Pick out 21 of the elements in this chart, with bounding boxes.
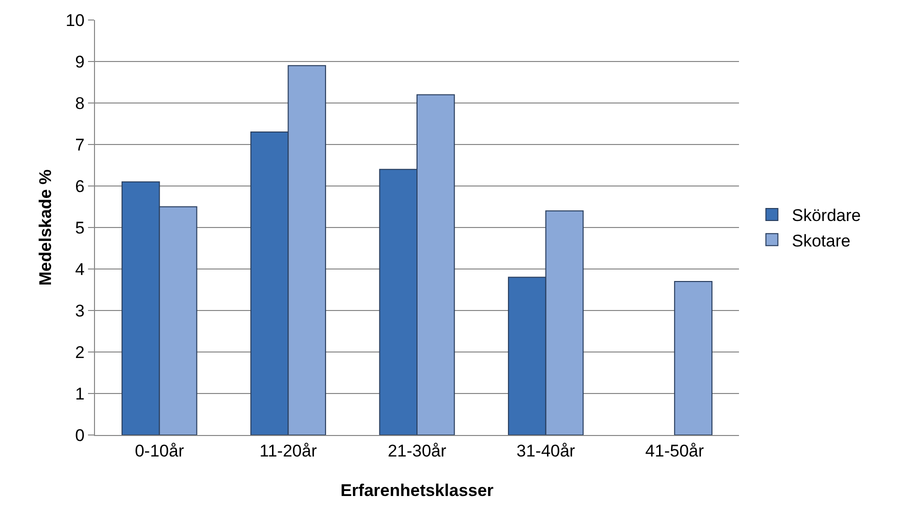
x-tick-label: 41-50år xyxy=(645,441,704,460)
y-tick-label: 5 xyxy=(75,218,85,238)
y-tick-label: 4 xyxy=(75,260,85,279)
x-tick-label: 21-30år xyxy=(388,441,447,460)
y-tick-label: 9 xyxy=(75,52,85,72)
x-tick-label: 31-40år xyxy=(516,441,576,460)
x-tick-label: 0-10år xyxy=(134,441,184,460)
y-tick-label: 7 xyxy=(75,135,85,154)
y-tick-label: 2 xyxy=(75,342,85,362)
y-tick-label: 1 xyxy=(75,384,85,404)
x-axis-title: Erfarenhetsklasser xyxy=(340,481,494,500)
y-tick-label: 3 xyxy=(75,301,85,320)
bar xyxy=(674,280,712,435)
y-tick-label: 6 xyxy=(75,176,85,196)
legend-label: Skotare xyxy=(792,231,850,250)
y-tick-label: 10 xyxy=(66,10,85,30)
x-tick-label: 11-20år xyxy=(260,441,318,460)
y-tick-label: 0 xyxy=(75,426,85,445)
y-axis-title: Medelskade % xyxy=(36,169,55,286)
legend-label: Skördare xyxy=(792,206,861,226)
y-tick-label: 8 xyxy=(75,94,85,113)
